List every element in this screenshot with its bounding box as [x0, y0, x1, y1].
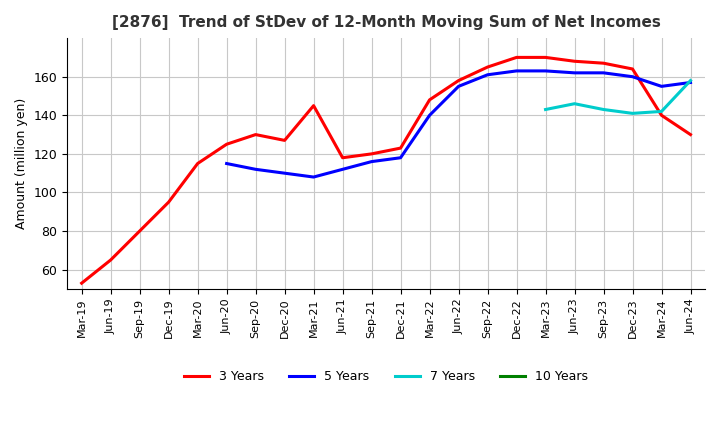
3 Years: [164, 199, 173, 205]
5 Years: [426, 113, 434, 118]
5 Years: [570, 70, 579, 76]
5 Years: [628, 74, 636, 79]
7 Years: [570, 101, 579, 106]
3 Years: [77, 281, 86, 286]
5 Years: [483, 72, 492, 77]
7 Years: [628, 111, 636, 116]
7 Years: [657, 109, 666, 114]
3 Years: [628, 66, 636, 72]
3 Years: [570, 59, 579, 64]
5 Years: [396, 155, 405, 161]
5 Years: [367, 159, 376, 164]
5 Years: [657, 84, 666, 89]
3 Years: [222, 142, 231, 147]
5 Years: [251, 167, 260, 172]
3 Years: [338, 155, 347, 161]
Line: 3 Years: 3 Years: [81, 57, 690, 283]
Y-axis label: Amount (million yen): Amount (million yen): [15, 98, 28, 229]
3 Years: [280, 138, 289, 143]
3 Years: [426, 97, 434, 103]
3 Years: [107, 257, 115, 263]
Line: 7 Years: 7 Years: [546, 81, 690, 114]
3 Years: [686, 132, 695, 137]
7 Years: [686, 78, 695, 83]
3 Years: [310, 103, 318, 108]
5 Years: [541, 68, 550, 73]
Line: 5 Years: 5 Years: [227, 71, 690, 177]
5 Years: [338, 167, 347, 172]
5 Years: [280, 171, 289, 176]
3 Years: [454, 78, 463, 83]
5 Years: [512, 68, 521, 73]
3 Years: [657, 113, 666, 118]
Legend: 3 Years, 5 Years, 7 Years, 10 Years: 3 Years, 5 Years, 7 Years, 10 Years: [179, 365, 593, 388]
3 Years: [599, 61, 608, 66]
3 Years: [512, 55, 521, 60]
5 Years: [454, 84, 463, 89]
3 Years: [135, 228, 144, 234]
3 Years: [483, 64, 492, 70]
7 Years: [541, 107, 550, 112]
3 Years: [251, 132, 260, 137]
5 Years: [686, 80, 695, 85]
3 Years: [367, 151, 376, 157]
5 Years: [222, 161, 231, 166]
3 Years: [541, 55, 550, 60]
Title: [2876]  Trend of StDev of 12-Month Moving Sum of Net Incomes: [2876] Trend of StDev of 12-Month Moving…: [112, 15, 660, 30]
3 Years: [193, 161, 202, 166]
7 Years: [599, 107, 608, 112]
5 Years: [599, 70, 608, 76]
5 Years: [310, 174, 318, 180]
3 Years: [396, 146, 405, 151]
